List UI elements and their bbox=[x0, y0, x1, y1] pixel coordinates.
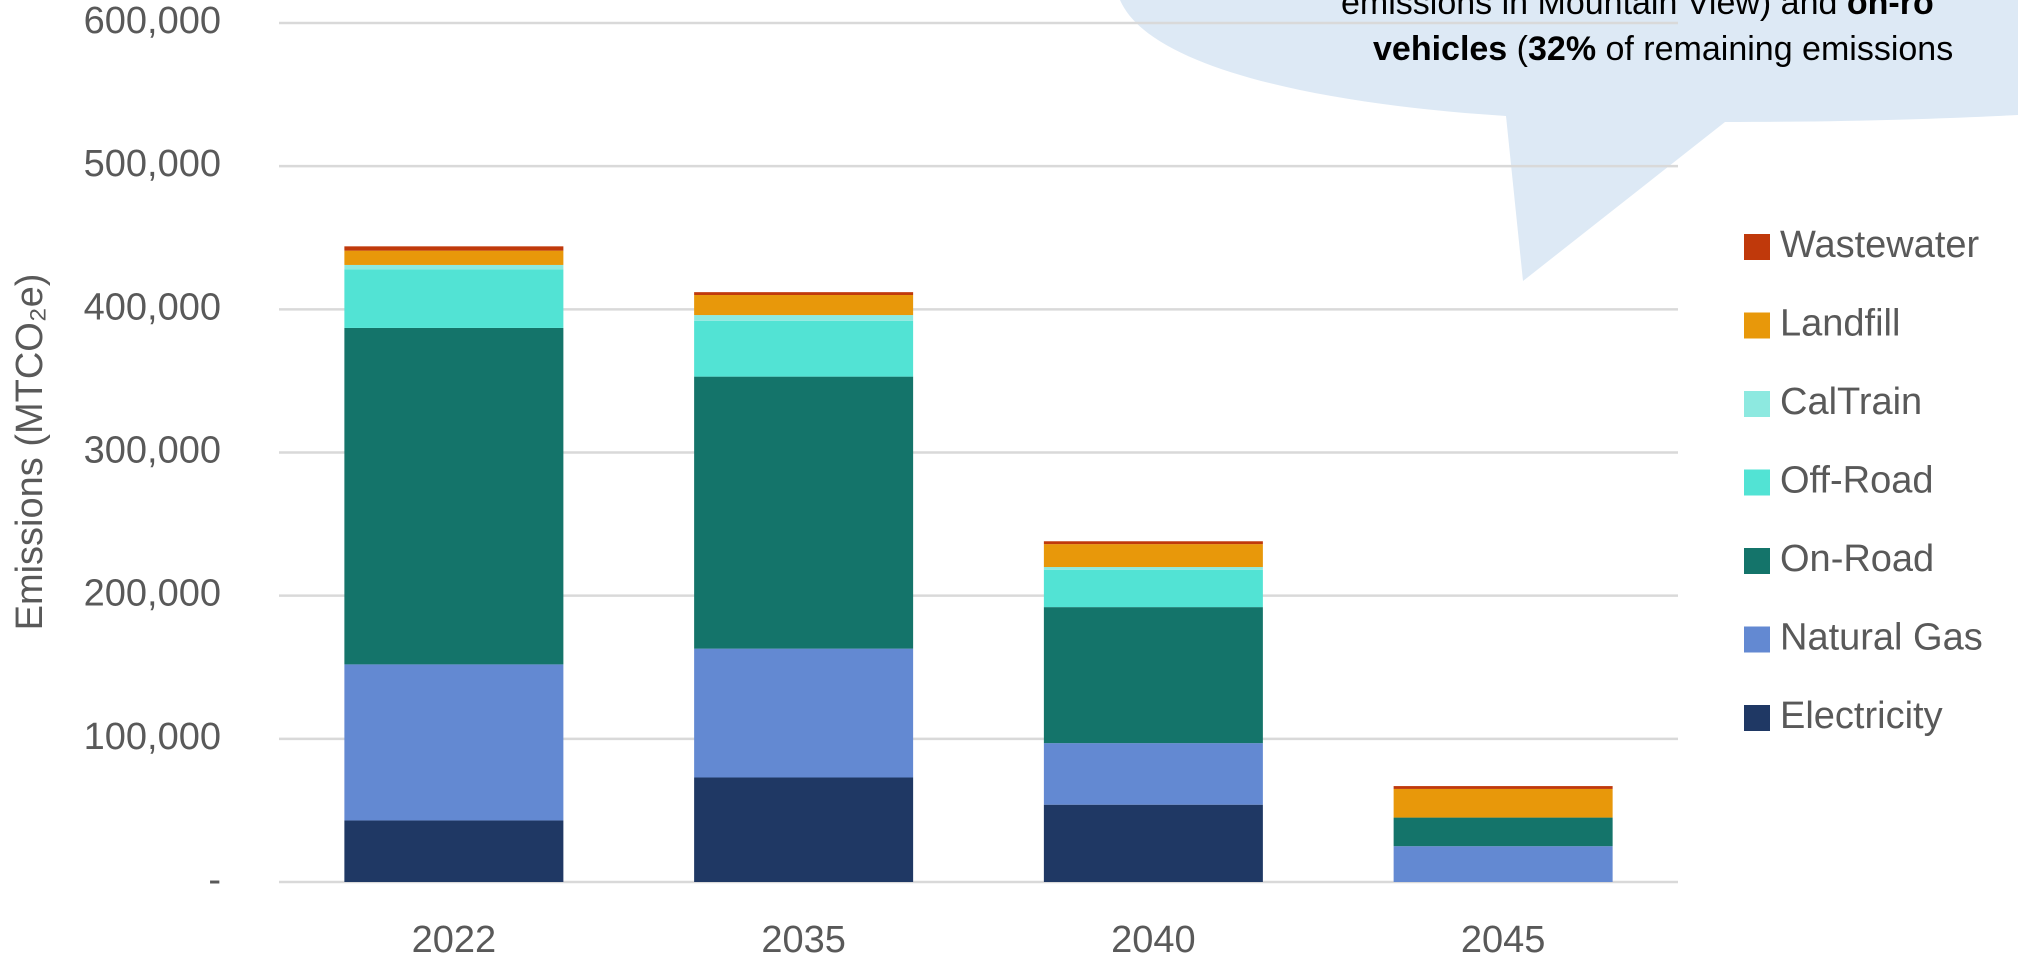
bar-segment bbox=[1043, 567, 1263, 570]
bar-segment bbox=[1043, 743, 1263, 805]
x-tick-label: 2035 bbox=[761, 919, 846, 960]
bar-segment bbox=[344, 264, 564, 270]
bar-segment bbox=[694, 376, 914, 649]
bar-segment bbox=[1393, 786, 1613, 789]
y-tick-label: 100,000 bbox=[84, 716, 221, 758]
legend-swatch bbox=[1744, 469, 1770, 496]
legend-label: On-Road bbox=[1780, 538, 1934, 580]
bar-segment bbox=[694, 292, 914, 296]
annotation-line: vehicles (32% of remaining emissions bbox=[1373, 30, 1953, 68]
legend-swatch bbox=[1744, 705, 1770, 731]
bar-segment bbox=[694, 777, 914, 882]
bar-segment bbox=[1043, 541, 1263, 545]
annotation-text: on-ro bbox=[1847, 0, 1934, 22]
y-tick-label: - bbox=[208, 859, 221, 901]
bar-segment bbox=[1043, 569, 1263, 608]
annotation-text: vehicles bbox=[1373, 30, 1507, 68]
annotation-text: of remaining emissions bbox=[1596, 30, 1953, 68]
legend-swatch bbox=[1744, 312, 1770, 339]
annotation-text: 32% bbox=[1528, 30, 1596, 68]
bar-segment bbox=[1043, 544, 1263, 568]
legend-label: Landfill bbox=[1780, 303, 1900, 345]
bar-segment bbox=[694, 320, 914, 377]
callout-bubble bbox=[1120, 0, 2018, 281]
y-tick-label: 500,000 bbox=[84, 143, 221, 185]
legend-label: Natural Gas bbox=[1780, 617, 1983, 659]
x-tick-label: 2045 bbox=[1461, 919, 1546, 960]
legend-swatch bbox=[1744, 234, 1770, 260]
annotation-text: ( bbox=[1507, 30, 1528, 68]
legend-swatch bbox=[1744, 548, 1770, 574]
legend-swatch bbox=[1744, 391, 1770, 417]
legend-label: Off-Road bbox=[1780, 460, 1933, 502]
x-tick-label: 2040 bbox=[1111, 919, 1196, 960]
y-tick-label: 300,000 bbox=[84, 430, 221, 472]
annotation-line: emissions in Mountain View) and on-ro bbox=[1341, 0, 1934, 22]
bar-segment bbox=[344, 250, 564, 265]
y-tick-label: 400,000 bbox=[84, 286, 221, 328]
bar-segment bbox=[1393, 817, 1613, 847]
bar-segment bbox=[344, 327, 564, 665]
bar-segment bbox=[694, 315, 914, 321]
bar-segment bbox=[1393, 846, 1613, 882]
bar-segment bbox=[694, 295, 914, 316]
bar-segment bbox=[344, 246, 564, 251]
annotation-text: emissions in Mountain View) and bbox=[1341, 0, 1847, 22]
bar-segment bbox=[694, 648, 914, 778]
y-axis-label: Emissions (MTCO₂e) bbox=[9, 274, 51, 631]
legend-swatch bbox=[1744, 626, 1770, 653]
legend-label: Wastewater bbox=[1780, 224, 1980, 266]
bar-segment bbox=[344, 664, 564, 821]
bar-segment bbox=[1043, 804, 1263, 882]
bar-segment bbox=[1043, 607, 1263, 744]
bar-segment bbox=[1393, 788, 1613, 818]
y-tick-label: 600,000 bbox=[84, 0, 221, 42]
y-tick-label: 200,000 bbox=[84, 573, 221, 615]
bar-segment bbox=[344, 269, 564, 328]
legend-label: Electricity bbox=[1780, 695, 1943, 737]
x-tick-label: 2022 bbox=[412, 919, 497, 960]
legend-label: CalTrain bbox=[1780, 381, 1922, 423]
bar-segment bbox=[344, 820, 564, 882]
